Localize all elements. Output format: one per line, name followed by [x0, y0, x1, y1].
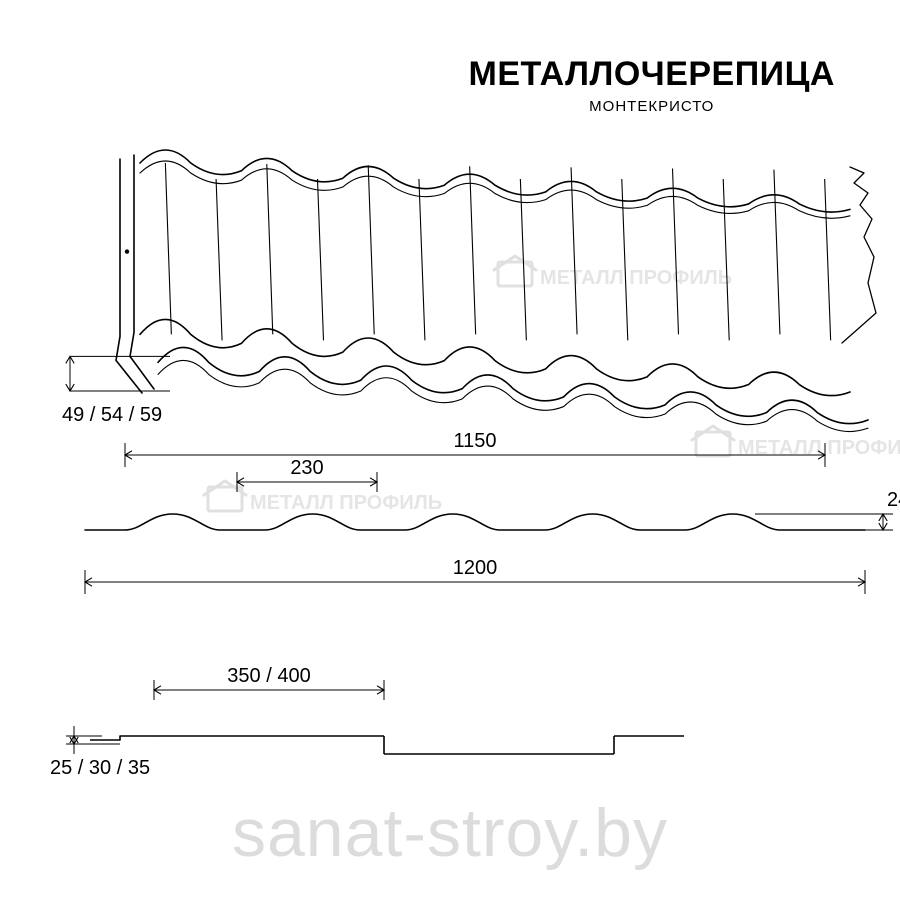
svg-text:МЕТАЛЛ ПРОФИЛЬ: МЕТАЛЛ ПРОФИЛЬ: [738, 437, 900, 459]
perspective-view: 49 / 54 / 59: [62, 150, 876, 432]
svg-text:25 / 30 / 35: 25 / 30 / 35: [50, 757, 150, 779]
svg-text:350 / 400: 350 / 400: [227, 665, 310, 687]
svg-text:49 / 54 / 59: 49 / 54 / 59: [62, 404, 162, 426]
profile-view: 1150 230 1200 24: [85, 430, 900, 594]
svg-text:1150: 1150: [453, 430, 496, 452]
svg-text:230: 230: [290, 457, 323, 479]
svg-text:МЕТАЛЛ ПРОФИЛЬ: МЕТАЛЛ ПРОФИЛЬ: [540, 267, 732, 289]
step-view: 350 / 400 25 / 30 / 35: [50, 665, 684, 779]
svg-text:1200: 1200: [453, 557, 498, 579]
diagram-canvas: МЕТАЛЛ ПРОФИЛЬ МЕТАЛЛ ПРОФИЛЬ МЕТАЛЛ ПРОФИ…: [0, 0, 900, 900]
svg-text:24: 24: [887, 489, 900, 511]
svg-text:МЕТАЛЛ ПРОФИЛЬ: МЕТАЛЛ ПРОФИЛЬ: [250, 492, 442, 514]
